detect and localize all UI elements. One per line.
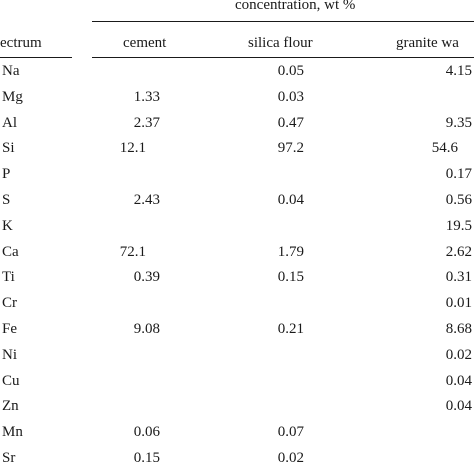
spectrum-header: ectrum: [0, 35, 42, 51]
cell-silica: 0.47: [277, 115, 304, 131]
row-element-label: Sr: [2, 450, 16, 466]
row-element-label: S: [2, 192, 11, 208]
cell-cement: 2.43: [133, 192, 160, 208]
cell-granite: 0.56: [445, 192, 472, 208]
cell-silica: 0.04: [277, 192, 304, 208]
cell-granite: 4.15: [445, 63, 472, 79]
row-element-label: Ni: [2, 347, 17, 363]
cell-silica: 0.15: [277, 269, 304, 285]
cell-granite: 54.6: [431, 140, 458, 156]
row-element-label: Cr: [2, 295, 17, 311]
cell-granite: 8.68: [445, 321, 472, 337]
group-title-rule: [92, 21, 474, 22]
row-element-label: Mg: [2, 89, 23, 105]
row-element-label: Ca: [2, 244, 19, 260]
row-element-label: Na: [2, 63, 20, 79]
cell-silica: 0.07: [277, 424, 304, 440]
row-element-label: Al: [2, 115, 17, 131]
cell-cement: 72.1: [119, 244, 146, 260]
cell-cement: 9.08: [133, 321, 160, 337]
cell-granite: 0.04: [445, 373, 472, 389]
row-element-label: Zn: [2, 398, 19, 414]
cell-silica: 97.2: [277, 140, 304, 156]
row-element-label: P: [2, 166, 11, 182]
cell-granite: 0.01: [445, 295, 472, 311]
cell-cement: 0.06: [133, 424, 160, 440]
cell-granite: 19.5: [445, 218, 472, 234]
cell-cement: 0.15: [133, 450, 160, 466]
cell-silica: 0.05: [277, 63, 304, 79]
cell-silica: 0.02: [277, 450, 304, 466]
cell-granite: 0.04: [445, 398, 472, 414]
row-element-label: Si: [2, 140, 15, 156]
cell-cement: 0.39: [133, 269, 160, 285]
cell-granite: 0.31: [445, 269, 472, 285]
cell-granite: 9.35: [445, 115, 472, 131]
row-element-label: Ti: [2, 269, 15, 285]
column-header-silica-flour: silica flour: [248, 35, 313, 51]
row-element-label: Cu: [2, 373, 20, 389]
column-header-cement: cement: [123, 35, 167, 51]
row-element-label: K: [2, 218, 13, 234]
group-title: concentration, wt %: [235, 0, 356, 13]
header-rule-left: [0, 57, 72, 58]
cell-cement: 2.37: [133, 115, 160, 131]
cell-silica: 1.79: [277, 244, 304, 260]
column-header-granite: granite wa: [396, 35, 459, 51]
cell-silica: 0.21: [277, 321, 304, 337]
cell-granite: 0.17: [445, 166, 472, 182]
row-element-label: Mn: [2, 424, 23, 440]
cell-granite: 2.62: [445, 244, 472, 260]
cell-cement: 12.1: [119, 140, 146, 156]
cell-granite: 0.02: [445, 347, 472, 363]
row-element-label: Fe: [2, 321, 17, 337]
header-rule-right: [92, 57, 474, 58]
cell-silica: 0.03: [277, 89, 304, 105]
cell-cement: 1.33: [133, 89, 160, 105]
